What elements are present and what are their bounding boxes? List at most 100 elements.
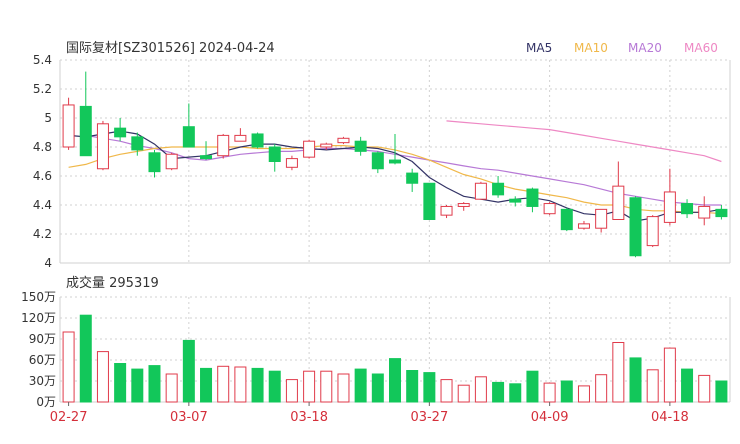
candle-body-down [200,155,213,160]
candle [114,118,127,142]
price-tick-label: 4.4 [33,198,52,212]
volume-title: 成交量 295319 [66,275,159,291]
candle-body-up [62,104,75,148]
candle-body-up [612,185,625,220]
candle-body-down [629,197,642,257]
volume-bar-up [303,370,316,403]
candle-body-down [268,146,281,162]
candle [629,196,642,258]
price-tick-label: 4 [44,256,52,270]
volume-bar-down [492,381,505,403]
volume-bar-up [577,385,590,403]
candle-body-down [423,182,436,220]
candle-body-down [79,105,92,157]
volume-bar-up [285,379,298,403]
date-label: 04-09 [531,410,569,425]
candle-body-down [371,152,384,170]
candle-body-down [389,159,401,164]
date-label: 03-27 [410,410,448,425]
volume-bar-up [698,374,711,403]
candle [148,149,161,178]
price-tick-label: 4.8 [33,140,52,154]
candle-body-down [560,208,573,231]
grid-layer [59,59,731,403]
volume-bar-up [320,370,333,403]
candle-body-down [406,172,419,184]
candle [612,161,625,220]
candle [354,136,367,156]
volume-tick-label: 60万 [29,353,56,367]
volume-bar-down [131,368,144,403]
candle-body-up [457,203,470,207]
volume-bar-up [457,384,470,403]
candle-body-down [509,198,522,203]
candle [303,139,316,159]
candle [474,181,487,200]
candle [268,144,281,172]
candle [320,142,333,150]
candle [217,133,230,159]
candle-body-up [474,182,487,200]
candle-body-down [526,188,539,207]
volume-bar-down [423,372,436,403]
volume-bar-up [595,374,608,403]
candle [251,132,264,149]
candle [577,220,590,230]
volume-bar-down [79,314,92,403]
price-tick-label: 5.4 [33,53,52,67]
volume-bar-down [182,339,195,403]
candle-body-up [234,134,247,142]
volume-bar-up [440,379,453,403]
volume-tick-label: 150万 [21,290,56,304]
volume-bar-down [354,368,367,403]
volume-bar-up [474,376,487,403]
candle [560,207,573,232]
chart-title: 国际复材[SZ301526] 2024-04-24 [66,41,275,56]
candle-body-down [251,133,264,148]
candle-body-up [440,205,453,216]
candle [337,136,350,145]
volume-bar-down [629,357,642,403]
price-tick-label: 5 [44,111,52,125]
legend-ma10: MA10 [574,41,608,55]
volume-bar-down [389,358,401,403]
candle [440,205,453,219]
price-tick-label: 4.2 [33,227,52,241]
legend-ma20: MA20 [628,41,662,55]
candle [595,208,608,233]
ma20-line [85,134,722,206]
candle-body-down [114,127,127,138]
candle-body-up [663,191,676,223]
volume-bar-down [251,367,264,403]
volume-bar-down [114,363,127,403]
candle [646,215,659,248]
volume-bar-up [337,373,350,403]
candle-body-down [492,182,505,196]
candle [371,151,384,174]
candle-body-down [131,136,144,151]
candle [79,71,92,157]
candle-body-down [681,203,694,215]
volume-bar-down [148,365,161,403]
volume-bar-down [371,373,384,403]
candle [200,141,213,161]
price-tick-label: 5.2 [33,82,52,96]
volume-tick-label: 120万 [21,311,56,325]
candle [131,132,144,156]
candle-body-up [320,143,333,148]
volume-bar-down [715,380,728,403]
legend-ma5: MA5 [526,41,552,55]
date-label: 04-18 [651,410,689,425]
ma60-line [446,120,722,163]
candle [681,199,694,219]
candle-body-down [182,126,195,148]
volume-bar-up [165,373,178,403]
candle-body-up [303,140,316,158]
volume-bar-up [663,347,676,403]
candle [663,168,676,226]
candle-body-down [148,152,161,173]
volume-bar-down [268,370,281,403]
candle [234,128,247,142]
